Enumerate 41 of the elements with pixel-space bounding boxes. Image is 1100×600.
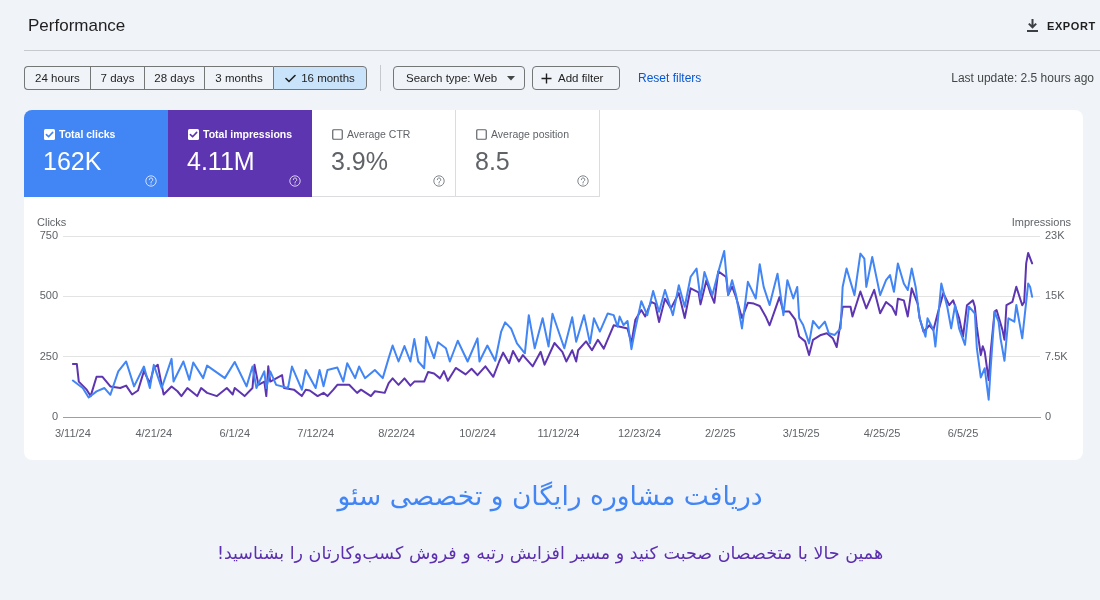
button-label: Add filter bbox=[558, 72, 604, 84]
x-tick-label: 4/25/25 bbox=[863, 426, 901, 439]
x-tick-label: 2/2/25 bbox=[704, 426, 736, 439]
y-tick-label: 750 bbox=[39, 229, 58, 242]
y2-tick-label: 0 bbox=[1045, 410, 1052, 423]
button-label: 16 months bbox=[301, 72, 355, 84]
button-label: 3 months bbox=[215, 72, 263, 84]
legend-label: Total impressions bbox=[203, 127, 293, 141]
x-tick-label: 12/23/24 bbox=[617, 426, 661, 439]
y-axis-title: Clicks bbox=[37, 216, 67, 228]
x-tick-label: 3/11/24 bbox=[54, 426, 91, 439]
text: 4.11M bbox=[187, 146, 255, 176]
y2-tick-label: 7.5K bbox=[1045, 349, 1069, 362]
x-tick-label: 6/5/25 bbox=[947, 426, 979, 439]
y-tick-label: 0 bbox=[51, 410, 58, 423]
x-tick-label: 4/21/24 bbox=[135, 426, 173, 439]
legend-label: Total clicks bbox=[59, 127, 116, 141]
y-tick-label: 250 bbox=[39, 349, 58, 362]
button-label: 28 days bbox=[154, 72, 195, 84]
button-label: 24 hours bbox=[35, 72, 80, 84]
metric-card: Average position 8.5 bbox=[456, 110, 600, 197]
text: Reset filters bbox=[638, 71, 702, 85]
metric-card: Average CTR 3.9% bbox=[312, 110, 456, 197]
x-tick-label: 3/15/25 bbox=[782, 426, 820, 439]
x-tick-label: 7/12/24 bbox=[297, 426, 334, 439]
text: همین حالا با متخصصان صحبت کنید و مسیر افزایش رتبه و فروش کسب‌وکارتان را بشناسید! bbox=[215, 543, 885, 563]
x-tick-label: 8/22/24 bbox=[378, 426, 415, 439]
x-tick-label: 11/12/24 bbox=[537, 426, 580, 439]
text: دریافت مشاوره رایگان و تخصصی سئو bbox=[335, 480, 764, 511]
text: Last update: 2.5 hours ago bbox=[951, 71, 1094, 85]
button-label: Search type: Web bbox=[406, 72, 498, 84]
button-label: 7 days bbox=[100, 72, 135, 84]
y-tick-label: 500 bbox=[39, 289, 58, 302]
chart-title: Performance bbox=[28, 16, 126, 36]
y2-axis-title: Impressions bbox=[1011, 216, 1072, 228]
x-tick-label: 6/1/24 bbox=[219, 426, 251, 439]
y2-tick-label: 23K bbox=[1045, 229, 1066, 242]
text: EXPORT bbox=[1047, 20, 1096, 32]
y2-tick-label: 15K bbox=[1045, 289, 1066, 302]
text: 162K bbox=[43, 146, 102, 176]
x-tick-label: 10/2/24 bbox=[459, 426, 496, 439]
